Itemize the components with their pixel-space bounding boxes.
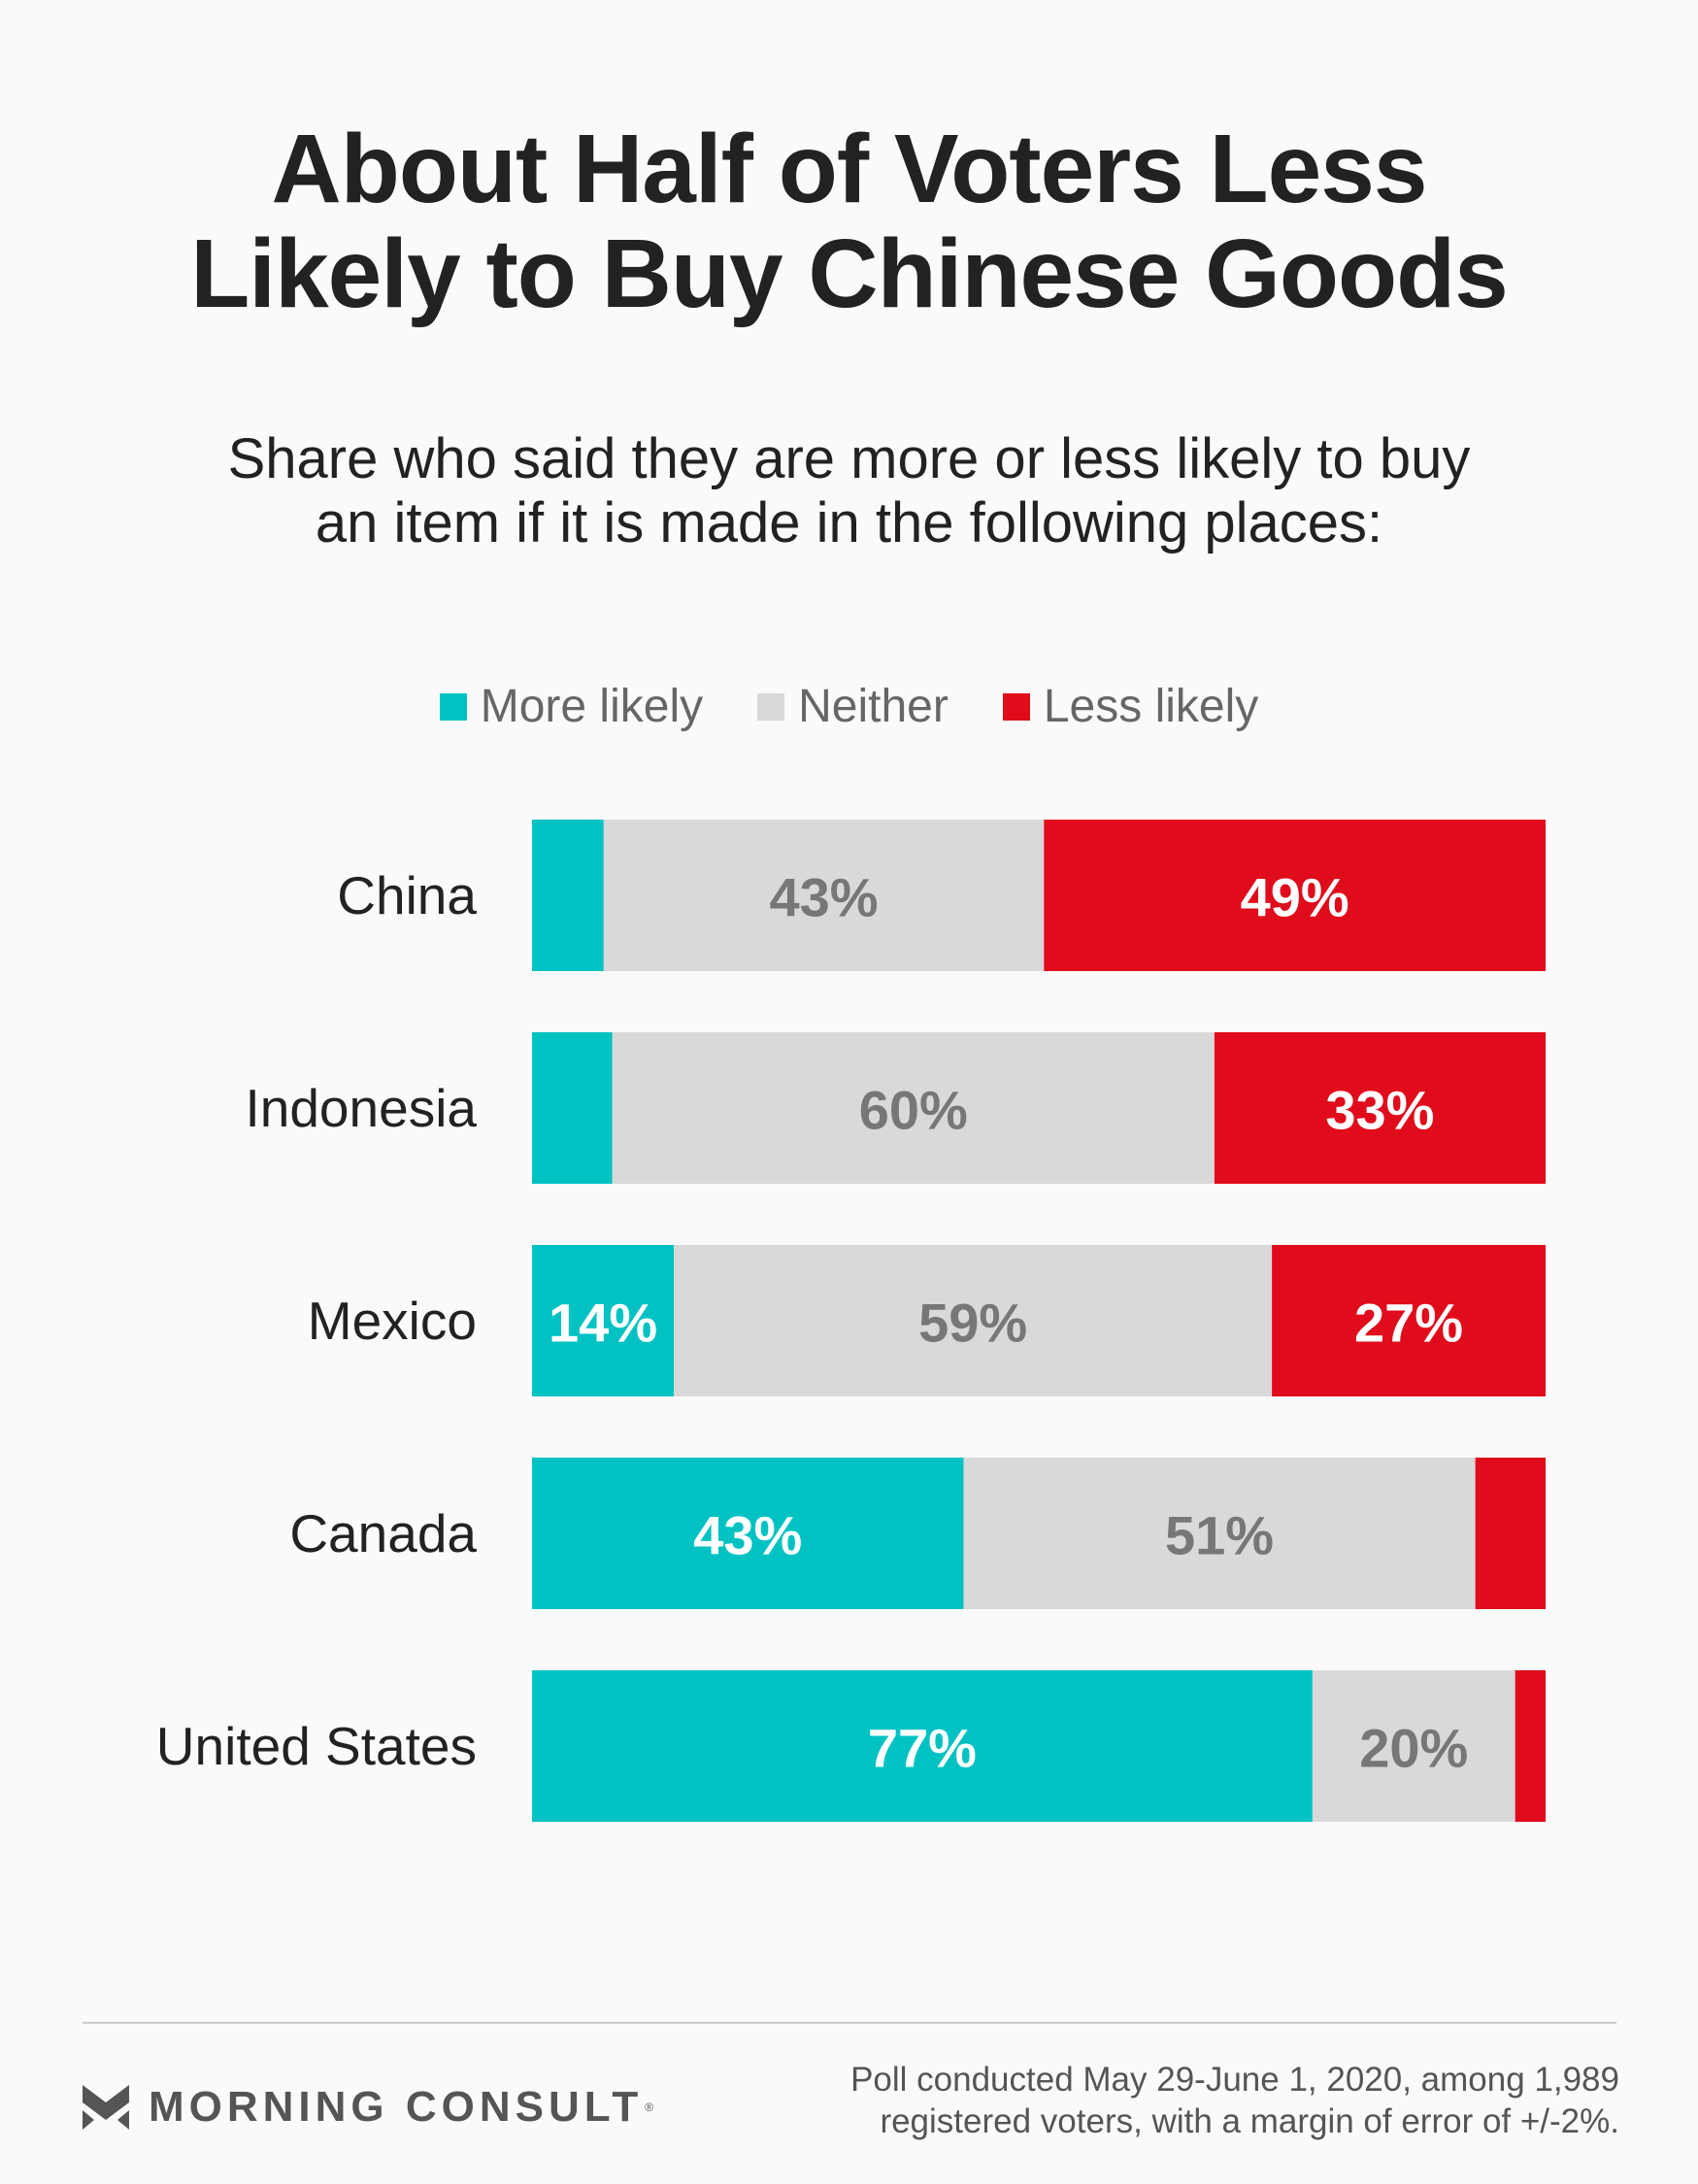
category-label-united-states: United States <box>156 1716 477 1776</box>
data-label-china-neither: 43% <box>769 867 878 928</box>
legend-label-neither: Neither <box>798 681 949 732</box>
category-label-canada: Canada <box>289 1503 477 1563</box>
data-label-canada-more-likely: 43% <box>693 1505 802 1566</box>
category-label-china: China <box>337 865 477 925</box>
data-label-mexico-more-likely: 14% <box>549 1293 657 1354</box>
bar-canada-neither <box>963 1458 1476 1609</box>
data-label-united-states-more-likely: 77% <box>868 1718 977 1779</box>
legend-label-less-likely: Less likely <box>1043 681 1259 732</box>
data-label-united-states-neither: 20% <box>1359 1718 1468 1779</box>
registered-mark: ® <box>645 2100 654 2114</box>
legend-item-neither: Neither <box>757 680 949 733</box>
category-label-mexico: Mexico <box>308 1291 477 1351</box>
chart-subtitle: Share who said they are more or less lik… <box>227 427 1471 554</box>
chart-title: About Half of Voters Less Likely to Buy … <box>190 115 1509 328</box>
data-label-indonesia-neither: 60% <box>859 1080 968 1141</box>
data-label-mexico-less-likely: 27% <box>1354 1293 1463 1354</box>
category-label-indonesia: Indonesia <box>245 1078 477 1138</box>
bar-china-more-likely <box>532 820 604 971</box>
bar-united-states-neither <box>1312 1670 1515 1822</box>
bar-indonesia-less-likely <box>1214 1032 1546 1184</box>
legend-swatch-less-likely <box>1002 692 1030 721</box>
data-label-indonesia-less-likely: 33% <box>1325 1080 1434 1141</box>
legend: More likely Neither Less likely <box>0 680 1698 733</box>
bar-mexico-neither <box>674 1245 1273 1396</box>
bar-united-states-more-likely <box>532 1670 1313 1822</box>
footer-divider <box>83 2022 1616 2024</box>
legend-item-more-likely: More likely <box>439 680 704 733</box>
stacked-bar-chart: China 43% 49% Indonesia 60% 33% Mexico 14% 59% 27… <box>156 820 1546 1822</box>
methodology-note: Poll conducted May 29-June 1, 2020, amon… <box>850 2061 1619 2140</box>
bar-united-states-less-likely <box>1515 1670 1546 1822</box>
bar-mexico-more-likely <box>532 1245 675 1396</box>
data-label-canada-neither: 51% <box>1165 1505 1274 1566</box>
bar-indonesia-neither <box>612 1032 1215 1184</box>
bar-canada-more-likely <box>532 1458 964 1609</box>
legend-item-less-likely: Less likely <box>1002 680 1259 733</box>
bar-mexico-less-likely <box>1272 1245 1546 1396</box>
brand-logo: MORNING CONSULT ® <box>83 2083 653 2132</box>
legend-label-more-likely: More likely <box>480 681 704 732</box>
data-label-china-less-likely: 49% <box>1241 867 1349 928</box>
data-label-mexico-neither: 59% <box>918 1293 1027 1354</box>
brand-name: MORNING CONSULT <box>149 2083 644 2131</box>
morning-consult-logo-icon <box>83 2085 129 2130</box>
bar-china-neither <box>603 820 1045 971</box>
bar-canada-less-likely <box>1475 1458 1546 1609</box>
bar-china-less-likely <box>1044 820 1546 971</box>
legend-swatch-more-likely <box>439 692 467 721</box>
legend-swatch-neither <box>757 692 785 721</box>
bar-indonesia-more-likely <box>532 1032 613 1184</box>
